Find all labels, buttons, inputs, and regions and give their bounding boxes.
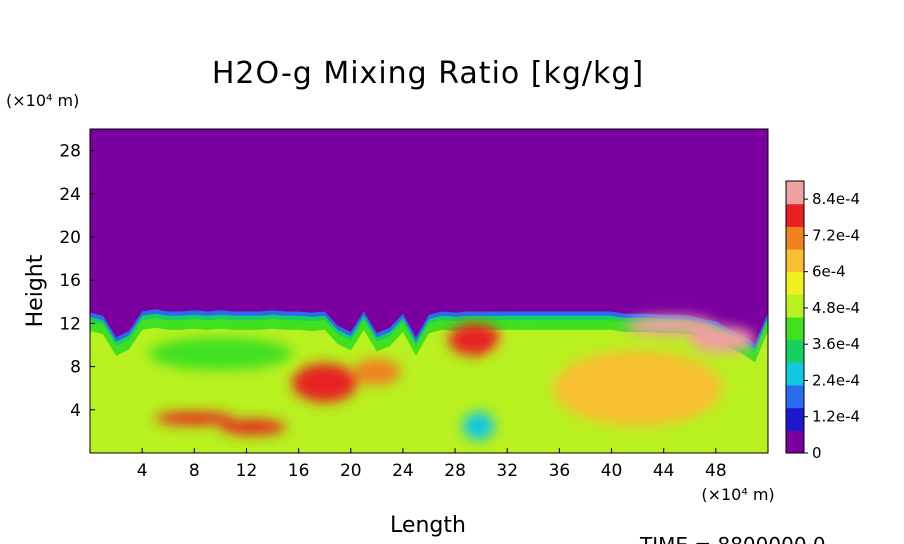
x-tick-label: 4 bbox=[137, 461, 148, 481]
moist-region-1 bbox=[292, 363, 358, 403]
y-unit-label: (×10⁴ m) bbox=[6, 91, 79, 110]
moist-region-3 bbox=[448, 323, 501, 356]
colorbar-tick-label: 0 bbox=[812, 444, 822, 462]
y-tick-label: 4 bbox=[70, 401, 81, 421]
moist-regions bbox=[148, 315, 756, 440]
moist-region-9 bbox=[148, 337, 293, 370]
colorbar-tick-label: 8.4e-4 bbox=[812, 190, 860, 208]
colorbar-swatch bbox=[786, 362, 804, 386]
y-tick-label: 16 bbox=[59, 271, 81, 291]
colorbar-swatch bbox=[786, 271, 804, 295]
colorbar-swatch bbox=[786, 294, 804, 318]
moist-region-2 bbox=[353, 359, 401, 385]
plot-area bbox=[90, 129, 768, 453]
y-tick-label: 24 bbox=[59, 185, 81, 205]
colorbar-swatch bbox=[786, 430, 804, 454]
x-tick-label: 36 bbox=[549, 461, 571, 481]
y-axis-label: Height bbox=[23, 254, 48, 327]
x-tick-label: 28 bbox=[444, 461, 466, 481]
x-tick-label: 24 bbox=[392, 461, 414, 481]
colorbar-swatch bbox=[786, 407, 804, 431]
colorbar-tick-label: 3.6e-4 bbox=[812, 335, 860, 353]
moist-region-7 bbox=[624, 315, 716, 336]
colorbar-tick-label: 4.8e-4 bbox=[812, 299, 860, 317]
colorbar-swatch bbox=[786, 385, 804, 409]
y-tick-label: 28 bbox=[59, 142, 81, 162]
plot-frame bbox=[89, 128, 769, 454]
x-axis: 4 8 12 16 20 24 28 32 36 40 44 48 bbox=[137, 448, 727, 481]
x-tick-label: 48 bbox=[705, 461, 727, 481]
x-tick-label: 8 bbox=[189, 461, 200, 481]
colorbar-frame bbox=[785, 180, 805, 454]
x-axis-label: Length bbox=[390, 513, 466, 538]
chart-title: H2O-g Mixing Ratio [kg/kg] bbox=[212, 56, 644, 91]
y-tick-label: 20 bbox=[59, 228, 81, 248]
x-tick-label: 20 bbox=[340, 461, 362, 481]
y-tick-label: 12 bbox=[59, 314, 81, 334]
x-unit-label: (×10⁴ m) bbox=[701, 485, 774, 504]
moist-region-4 bbox=[552, 350, 723, 427]
x-tick-label: 40 bbox=[601, 461, 623, 481]
moist-region-10 bbox=[494, 339, 560, 383]
x-tick-label: 32 bbox=[496, 461, 518, 481]
x-tick-label: 16 bbox=[288, 461, 310, 481]
colorbar-tick-label: 1.2e-4 bbox=[812, 408, 860, 426]
x-tick-label: 12 bbox=[236, 461, 258, 481]
y-tick-label: 8 bbox=[70, 358, 81, 378]
colorbar-swatch bbox=[786, 249, 804, 273]
colorbar-tick-label: 7.2e-4 bbox=[812, 226, 860, 244]
colorbar-swatch bbox=[786, 339, 804, 363]
moist-region-6 bbox=[220, 419, 286, 435]
colorbar-swatch bbox=[786, 317, 804, 341]
colorbar-swatch bbox=[786, 226, 804, 250]
colorbar: 0 1.2e-4 2.4e-4 3.6e-4 4.8e-4 6e-4 7.2e-4 8.4e-… bbox=[785, 180, 860, 462]
colorbar-tick-label: 6e-4 bbox=[812, 263, 846, 281]
moist-region-8 bbox=[689, 326, 756, 353]
y-axis: 4 8 12 16 20 24 28 bbox=[59, 142, 95, 421]
moisture-field bbox=[90, 304, 768, 453]
x-tick-label: 44 bbox=[653, 461, 675, 481]
time-label: TIME = 8800000.0 bbox=[639, 533, 826, 544]
moist-region-11 bbox=[462, 412, 495, 440]
colorbar-swatch bbox=[786, 203, 804, 227]
moist-region-5 bbox=[155, 411, 234, 425]
colorbar-swatch bbox=[786, 181, 804, 205]
colorbar-tick-label: 2.4e-4 bbox=[812, 371, 860, 389]
